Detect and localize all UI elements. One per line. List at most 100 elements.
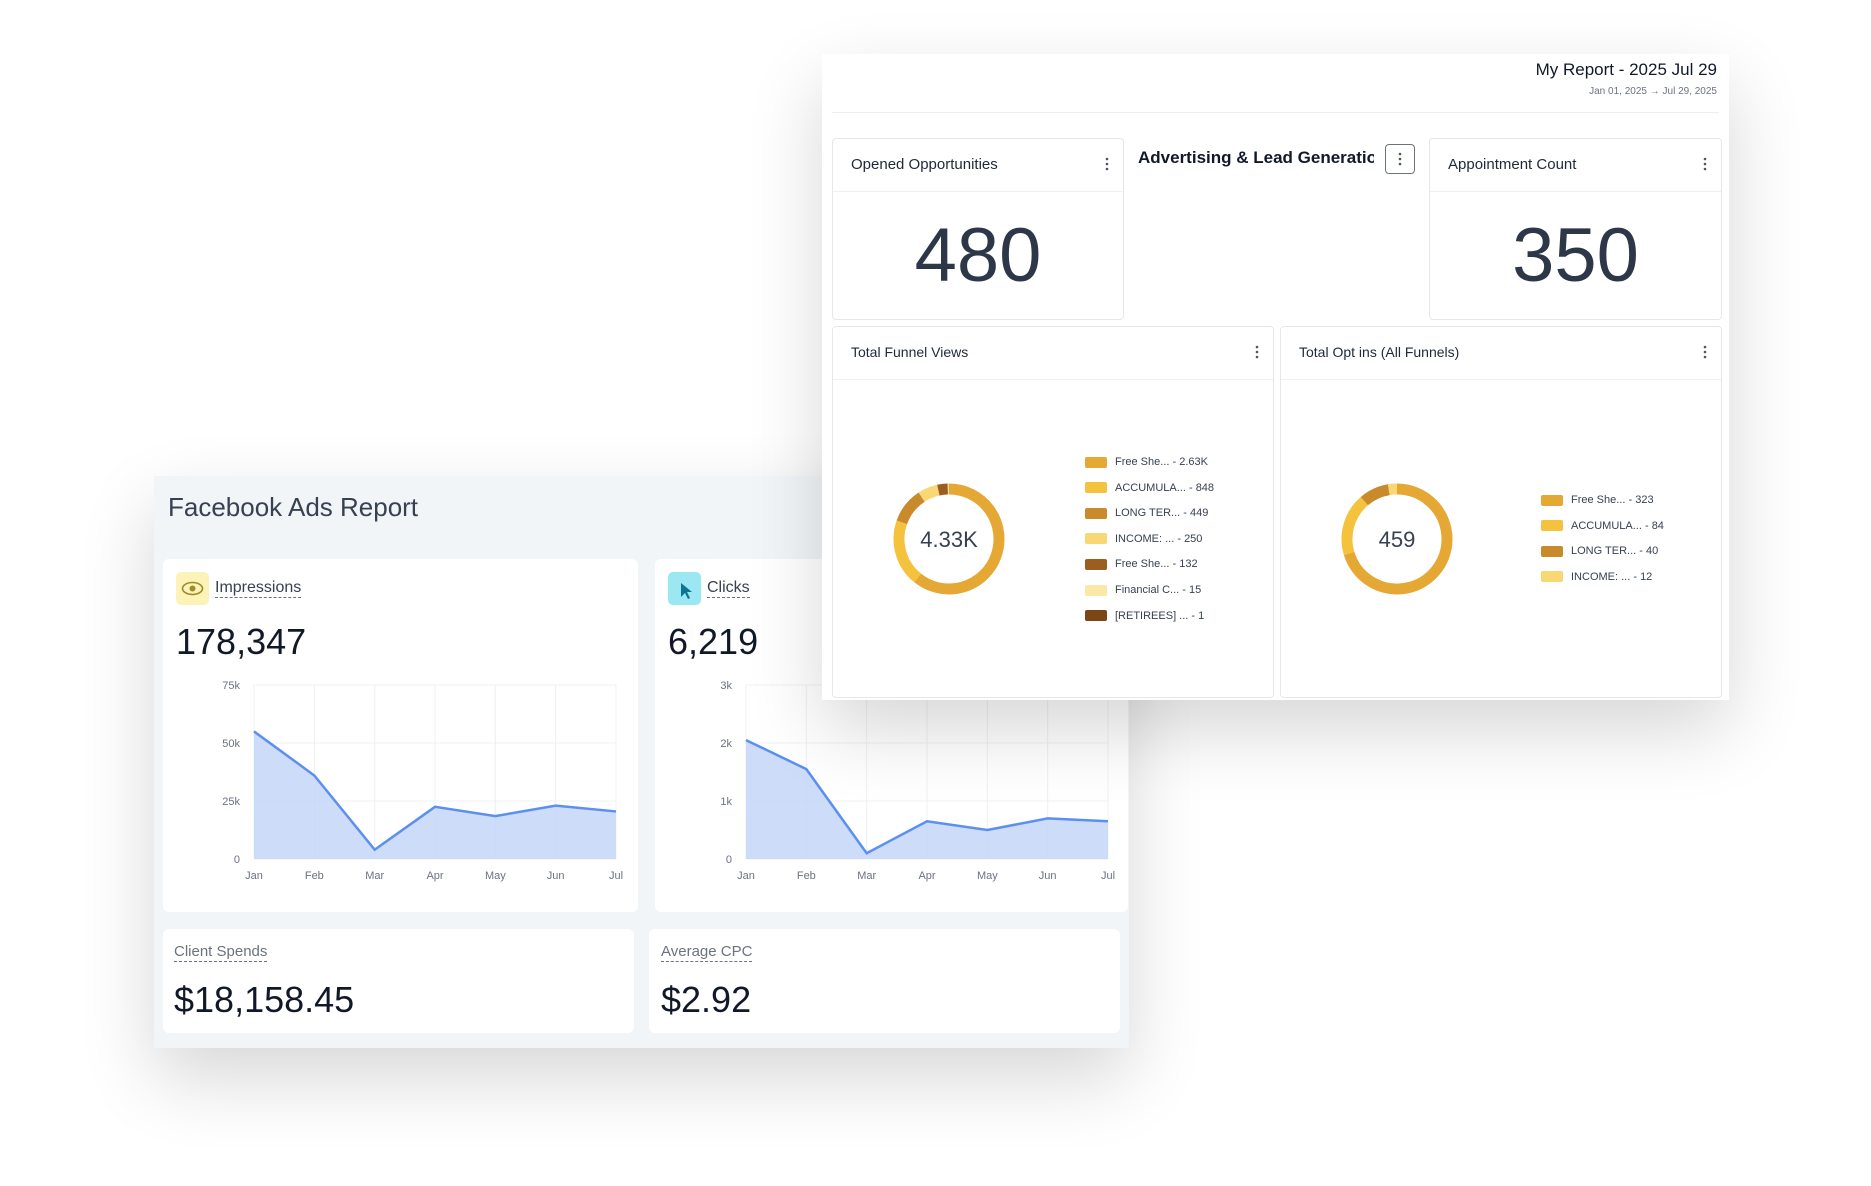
donut-segment — [937, 483, 949, 496]
dot — [1703, 355, 1707, 359]
x-tick-label: Feb — [797, 870, 816, 882]
dot — [1255, 350, 1259, 354]
legend-swatch — [1541, 571, 1563, 583]
kebab-icon — [1255, 345, 1259, 359]
card-value: 6,219 — [668, 621, 759, 662]
menu[interactable] — [1255, 345, 1259, 364]
donut-segment — [1343, 483, 1453, 595]
x-tick-label: Jul — [1101, 870, 1115, 882]
legend-name: Free She... — [1115, 456, 1170, 468]
legend-name: Free She... — [1115, 558, 1170, 571]
card-label[interactable]: Client Spends — [174, 943, 268, 962]
date-range: Jan 01, 2025 → Jul 29, 2025 — [1589, 86, 1717, 97]
legend-swatch — [1085, 533, 1107, 545]
dot — [1703, 162, 1707, 166]
legend-value: 15 — [1179, 584, 1201, 596]
report-title: My Report - 2025 Jul 29 — [1535, 60, 1717, 79]
legend-item: ACCUMULA...84 — [1541, 519, 1664, 533]
widget-title: Total Opt ins (All Funnels) — [1299, 344, 1460, 360]
menu-dots — [1398, 152, 1402, 171]
x-tick-label: Jan — [737, 870, 755, 882]
menu[interactable] — [1105, 157, 1109, 176]
legend-swatch — [1541, 545, 1563, 557]
total-opt-ins-widget: Total Opt ins (All Funnels) 459 Free She.… — [1280, 326, 1722, 698]
cursor-icon — [668, 572, 701, 605]
donut-segment — [896, 492, 925, 525]
kebab-icon — [1105, 157, 1109, 171]
card-value: $18,158.45 — [174, 979, 355, 1020]
donut-segment — [914, 483, 1005, 595]
legend-swatch — [1541, 494, 1563, 506]
widget-value: 480 — [914, 212, 1042, 298]
legend-item: INCOME: ...12 — [1541, 570, 1652, 584]
legend-item: Free She...323 — [1541, 493, 1654, 507]
legend-value: 449 — [1180, 507, 1208, 519]
dot — [1398, 157, 1402, 161]
dot — [1398, 162, 1402, 166]
x-tick-label: Mar — [857, 870, 876, 882]
donut-segment — [918, 484, 940, 502]
x-tick-label: May — [485, 870, 506, 882]
legend-swatch — [1085, 558, 1107, 570]
dot — [1105, 157, 1109, 161]
legend-swatch — [1085, 456, 1107, 468]
y-tick-label: 1k — [720, 796, 732, 808]
widget-title: Appointment Count — [1448, 156, 1577, 173]
kebab-icon — [1703, 157, 1707, 171]
donut-segment — [893, 520, 922, 583]
legend-value: 250 — [1174, 533, 1202, 545]
client-spends-card: Client Spends $18,158.45 — [163, 929, 634, 1033]
menu[interactable] — [1703, 345, 1707, 364]
legend-item: ACCUMULA...848 — [1085, 481, 1214, 495]
y-tick-label: 0 — [726, 854, 732, 866]
legend-value: 40 — [1636, 545, 1658, 557]
legend-name: INCOME: ... — [1571, 570, 1631, 583]
card-value: 178,347 — [176, 621, 307, 662]
icon — [181, 581, 204, 596]
legend-value: 1 — [1188, 610, 1204, 622]
legend-name: Financial C... — [1115, 584, 1180, 596]
y-tick-label: 50k — [222, 738, 240, 750]
donut-chart: 459 — [1341, 483, 1453, 595]
legend-item: [RETIREES] ...1 — [1085, 609, 1204, 623]
average-cpc-card: Average CPC $2.92 — [649, 929, 1120, 1033]
dot — [1105, 167, 1109, 171]
dot — [1703, 345, 1707, 349]
card-label[interactable]: Impressions — [215, 579, 302, 598]
y-tick-label: 75k — [222, 680, 240, 692]
y-tick-label: 25k — [222, 796, 240, 808]
card-value: $2.92 — [661, 979, 752, 1020]
card-label[interactable]: Clicks — [707, 579, 750, 598]
eye-icon — [176, 572, 209, 605]
donut-center-label: 459 — [1379, 527, 1416, 552]
legend-value: 84 — [1642, 520, 1664, 532]
dot — [1255, 355, 1259, 359]
impressions-chart: 0 25k 50k 75k Jan Feb Mar Apr May Jun Jul — [222, 680, 623, 882]
dot — [1703, 350, 1707, 354]
donut-segment — [1341, 496, 1369, 555]
kebab-icon — [1398, 152, 1402, 166]
dot — [1703, 157, 1707, 161]
card-label[interactable]: Average CPC — [661, 943, 753, 962]
x-tick-label: Jun — [547, 870, 565, 882]
icon — [681, 583, 692, 599]
widget-header: Opened Opportunities — [833, 139, 1123, 192]
section-menu[interactable] — [1385, 144, 1415, 174]
legend-value: 848 — [1186, 482, 1214, 494]
opened-opportunities-widget: Opened Opportunities 480 — [832, 138, 1124, 320]
x-tick-label: Feb — [305, 870, 324, 882]
x-tick-label: Jan — [245, 870, 263, 882]
x-tick-label: Jun — [1039, 870, 1057, 882]
dot — [1255, 345, 1259, 349]
legend-swatch — [1085, 507, 1107, 519]
legend-item: INCOME: ...250 — [1085, 532, 1202, 546]
menu[interactable] — [1703, 157, 1707, 176]
my-report-panel: My Report - 2025 Jul 29 Jan 01, 2025 → J… — [822, 54, 1729, 700]
donut-chart: 4.33K — [893, 483, 1005, 595]
x-tick-label: Apr — [426, 870, 443, 882]
legend-value: 323 — [1625, 494, 1653, 506]
y-tick-label: 2k — [720, 738, 732, 750]
legend-value: 132 — [1169, 558, 1197, 570]
donut-center-label: 4.33K — [920, 527, 978, 552]
